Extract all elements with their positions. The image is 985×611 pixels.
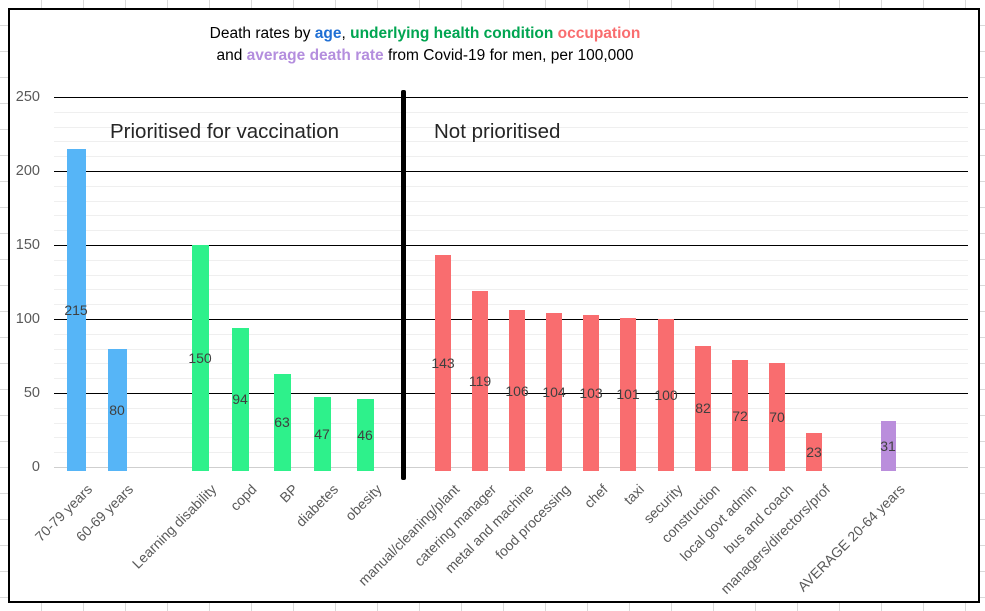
bar-managers-directors-prof[interactable] [806,432,822,471]
title-segment: and [216,47,247,64]
title-segment: , [341,25,351,42]
plot-area: 0 50 100 150 200 250 215 70-79 years 80 60-69 yea… [10,10,978,601]
bar-60-69-years[interactable] [107,348,127,471]
bar-construction[interactable] [695,345,711,471]
chart-title-line2: and average death rate from Covid-19 for… [10,45,840,67]
bar-learning-disability[interactable] [191,245,209,471]
chart-title: Death rates by age, underlying health co… [10,23,840,67]
bar-value-label: 31 [880,438,896,455]
bar-bus-and-coach[interactable] [769,363,785,471]
annotation-prioritised: Prioritised for vaccination [110,120,340,143]
x-axis-label-diabetes: diabetes [292,481,342,530]
bar-value-label: 94 [232,391,248,408]
minor-gridline [54,215,968,217]
annotation-not-prioritised: Not prioritised [434,120,561,143]
x-axis-label-obesity: obesity [341,481,385,524]
title-segment: underlying health condition [350,25,554,42]
bar-value-label: 100 [654,387,678,403]
bar-security[interactable] [658,319,674,471]
y-axis-tick-label: 100 [15,311,40,327]
bar-chef[interactable] [583,314,599,471]
title-segment: age [314,25,342,42]
bar-diabetes[interactable] [313,397,331,471]
bar-bp[interactable] [273,373,291,471]
bar-value-label: 106 [505,382,529,399]
bar-local-govt-admin[interactable] [732,360,748,471]
minor-gridline [54,111,968,113]
bar-catering-manager[interactable] [472,290,488,471]
x-axis-label-chef: chef [580,481,611,512]
bar-value-label: 63 [274,414,290,431]
y-axis-tick-label: 250 [15,89,40,105]
chart-area[interactable]: Death rates by age, underlying health co… [8,8,980,603]
title-segment: occupation [557,25,641,42]
bar-value-label: 72 [732,407,748,424]
minor-gridline [54,185,968,187]
bar-value-label: 103 [579,384,603,401]
minor-gridline [54,156,968,158]
title-segment: average death rate [246,47,384,64]
minor-gridline [54,304,968,306]
x-axis-label-learning-disability: Learning disability [128,481,220,572]
bar-value-label: 101 [616,386,640,403]
y-axis-tick-label: 0 [31,459,40,475]
bar-taxi[interactable] [620,317,636,471]
major-gridline [54,97,968,99]
minor-gridline [54,259,968,261]
bar-70-79-years[interactable] [66,148,86,471]
bar-value-label: 143 [431,355,455,372]
section-divider-line [401,90,406,480]
bar-value-label: 47 [314,426,330,443]
y-axis-tick-label: 150 [15,237,40,253]
minor-gridline [54,230,968,232]
minor-gridline [54,274,968,276]
y-axis-tick-label: 200 [15,163,40,179]
y-axis-tick-label: 50 [23,385,40,401]
bar-value-label: 119 [468,372,492,389]
bar-value-label: 150 [188,350,212,366]
title-segment: from Covid-19 for men, per 100,000 [383,47,634,64]
minor-gridline [54,126,968,128]
major-gridline [54,171,968,173]
minor-gridline [54,289,968,291]
bar-value-label: 46 [357,426,373,443]
title-segment: Death rates by [209,25,315,42]
bar-value-label: 215 [64,301,88,318]
chart-title-line1: Death rates by age, underlying health co… [10,23,840,45]
bar-obesity[interactable] [356,398,374,471]
bar-manual-cleaning-plant[interactable] [435,255,451,471]
bar-value-label: 82 [695,400,711,417]
major-gridline [54,245,968,247]
bar-average-20-64-years[interactable] [880,421,896,471]
minor-gridline [54,141,968,143]
bar-copd[interactable] [231,327,249,471]
x-axis-label-bp: BP [276,481,302,506]
bar-value-label: 23 [806,443,822,460]
minor-gridline [54,200,968,202]
bar-value-label: 80 [109,401,125,418]
bar-food-processing[interactable] [546,313,562,471]
x-axis-label-taxi: taxi [620,481,648,508]
x-axis-label-copd: copd [226,481,260,514]
bar-value-label: 70 [769,409,785,426]
bar-metal-and-machine[interactable] [509,310,525,471]
bar-value-label: 104 [542,384,566,401]
